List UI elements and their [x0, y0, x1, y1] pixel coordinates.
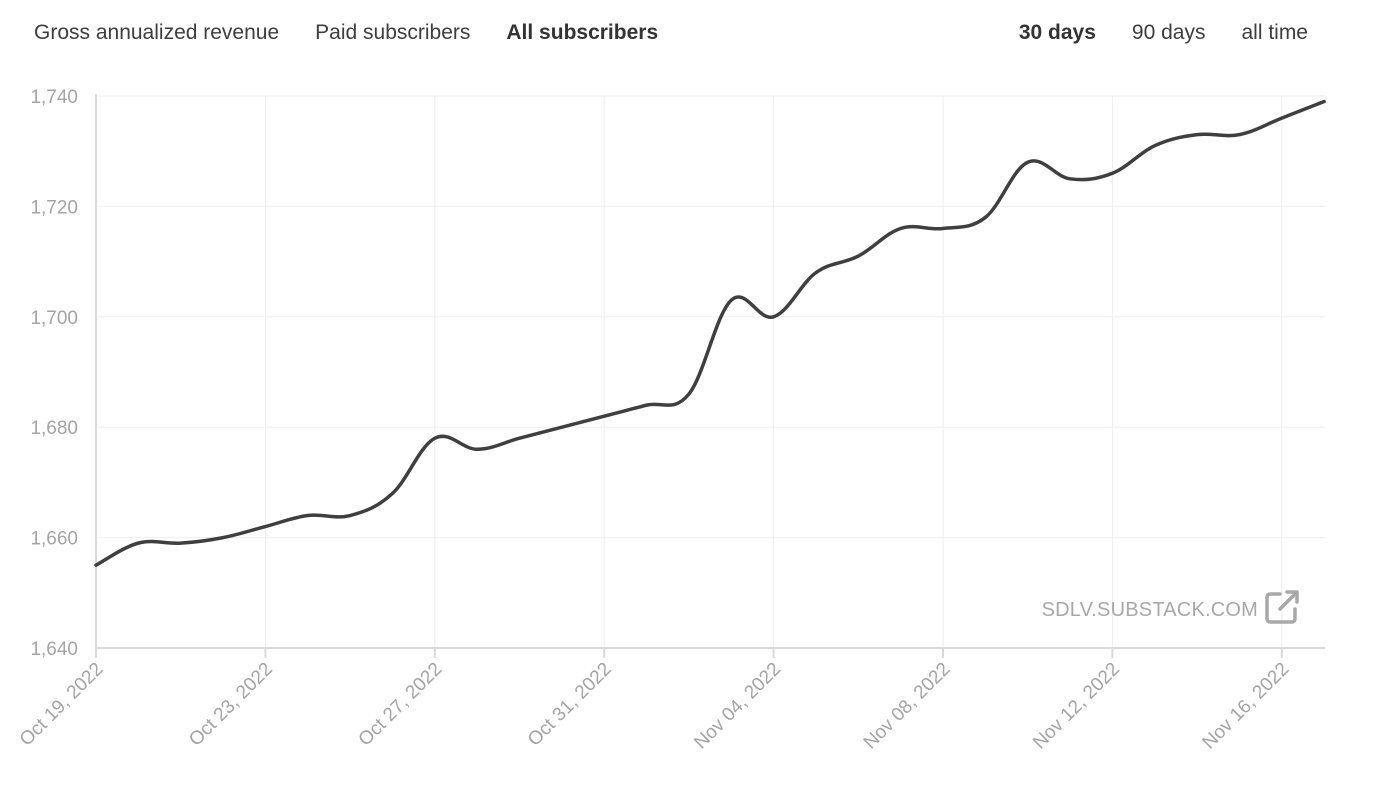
chart-toolbar: Gross annualized revenue Paid subscriber… [0, 0, 1374, 70]
tab-all-time[interactable]: all time [1241, 21, 1308, 44]
x-tick-label: Nov 08, 2022 [860, 659, 955, 754]
external-link-icon[interactable] [1265, 590, 1299, 624]
y-tick-label: 1,660 [30, 529, 78, 550]
y-axis: 1,640 1,660 1,680 1,700 1,720 1,740 [30, 87, 97, 660]
y-tick-label: 1,720 [30, 197, 78, 218]
x-tick-label: Oct 19, 2022 [16, 659, 108, 751]
x-tick-label: Nov 12, 2022 [1029, 659, 1124, 754]
range-tabs: 30 days 90 days all time [1019, 20, 1308, 46]
x-tick-label: Oct 31, 2022 [524, 659, 616, 751]
tab-30-days[interactable]: 30 days [1018, 21, 1096, 44]
x-tick-label: Oct 23, 2022 [185, 659, 277, 751]
x-tick-label: Nov 04, 2022 [690, 659, 785, 754]
y-tick-label: 1,640 [30, 639, 78, 660]
tab-all-subscribers[interactable]: All subscribers [506, 21, 659, 44]
watermark-label[interactable]: SDLV.SUBSTACK.COM [1042, 599, 1258, 621]
x-tick-label: Nov 16, 2022 [1199, 659, 1294, 754]
y-tick-label: 1,700 [30, 308, 78, 329]
tab-90-days[interactable]: 90 days [1131, 21, 1206, 44]
subscribers-line-chart: 1,640 1,660 1,680 1,700 1,720 1,740 Oct 19, 2… [16, 87, 1326, 754]
series-line [94, 99, 1326, 567]
tab-gross-annualized-revenue[interactable]: Gross annualized revenue [34, 21, 280, 44]
grid-lines [95, 95, 1325, 649]
metric-tabs: Gross annualized revenue Paid subscriber… [34, 20, 658, 46]
y-tick-label: 1,680 [30, 418, 78, 439]
x-axis: Oct 19, 2022 Oct 23, 2022 Oct 27, 2022 Oct … [16, 647, 1325, 754]
y-tick-label: 1,740 [30, 87, 78, 108]
tab-paid-subscribers[interactable]: Paid subscribers [315, 21, 471, 44]
watermark[interactable]: SDLV.SUBSTACK.COM [1042, 590, 1299, 624]
x-tick-label: Oct 27, 2022 [355, 659, 447, 751]
